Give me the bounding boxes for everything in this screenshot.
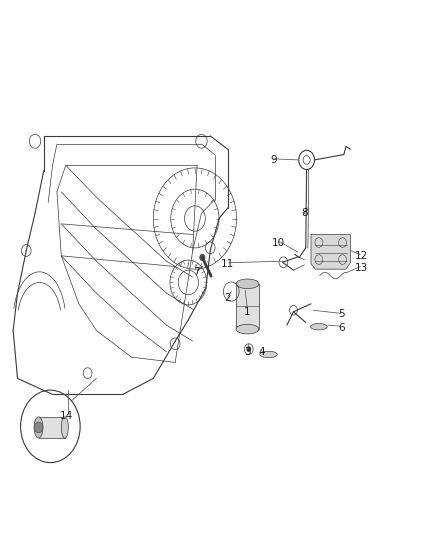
Text: 7: 7: [193, 267, 200, 277]
Ellipse shape: [311, 324, 327, 330]
Text: 5: 5: [338, 310, 345, 319]
Bar: [236, 284, 259, 329]
Circle shape: [34, 422, 43, 433]
Ellipse shape: [61, 417, 68, 438]
Polygon shape: [311, 235, 350, 269]
Text: 3: 3: [244, 347, 251, 357]
Text: 13: 13: [355, 263, 368, 272]
Text: 11: 11: [221, 259, 234, 269]
Circle shape: [200, 254, 205, 261]
Ellipse shape: [236, 324, 259, 334]
Text: 2: 2: [224, 294, 231, 303]
Text: 9: 9: [270, 155, 277, 165]
Text: 8: 8: [301, 208, 308, 218]
Text: 14: 14: [60, 411, 73, 421]
Text: 4: 4: [258, 347, 265, 357]
Ellipse shape: [236, 279, 259, 289]
Bar: [39, 417, 65, 438]
Text: 1: 1: [244, 307, 251, 317]
Ellipse shape: [260, 351, 277, 358]
Text: 6: 6: [338, 323, 345, 333]
Text: 12: 12: [355, 251, 368, 261]
Circle shape: [247, 346, 251, 352]
Text: 10: 10: [272, 238, 285, 247]
Ellipse shape: [34, 417, 43, 438]
